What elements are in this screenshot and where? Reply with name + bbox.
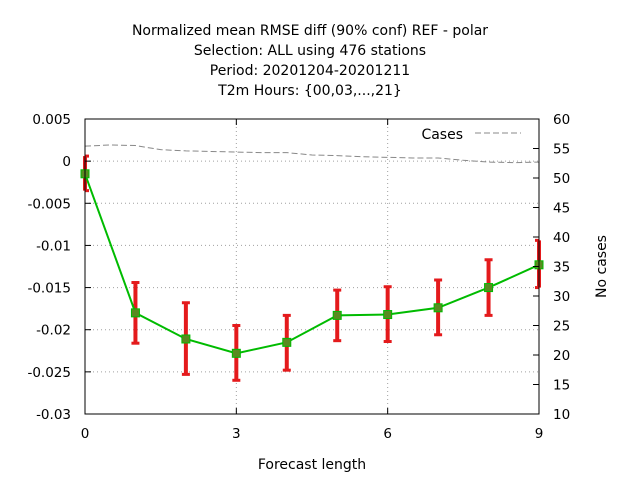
- y-tick-label-0: 0.005: [32, 112, 71, 128]
- y2-tick-label-2: 50: [553, 171, 570, 187]
- y-tick-label-6: -0.025: [27, 365, 71, 381]
- title-line-2: Selection: ALL using 476 stations: [194, 43, 426, 59]
- y2-tick-label-4: 40: [553, 230, 570, 246]
- y-tick-label-7: -0.03: [36, 407, 71, 423]
- y-tick-label-1: 0: [62, 154, 71, 170]
- series-line-0: [84, 173, 540, 355]
- data-point-2: [181, 334, 191, 344]
- y2-tick-label-7: 25: [553, 319, 570, 335]
- y2-axis-label: No cases: [594, 235, 610, 298]
- data-point-7: [433, 303, 443, 313]
- x-tick-label-0: 0: [81, 426, 90, 442]
- data-point-1: [130, 308, 140, 318]
- y2-tick-label-10: 10: [553, 407, 570, 423]
- y2-tick-label-8: 20: [553, 348, 570, 364]
- chart-title: Normalized mean RMSE diff (90% conf) REF…: [132, 23, 488, 99]
- y-tick-label-5: -0.02: [36, 323, 71, 339]
- y2-tick-label-6: 30: [553, 289, 570, 305]
- y-tick-label-3: -0.01: [36, 238, 71, 254]
- cases-series: [84, 144, 540, 164]
- y2-tick-label-0: 60: [553, 112, 570, 128]
- data-point-5: [332, 310, 342, 320]
- y-tick-label-2: -0.005: [27, 196, 71, 212]
- data-point-8: [484, 283, 494, 293]
- y-tick-label-4: -0.015: [27, 281, 71, 297]
- title-line-4: T2m Hours: {00,03,...,21}: [217, 83, 402, 99]
- x-tick-label-3: 9: [535, 426, 544, 442]
- title-line-1: Normalized mean RMSE diff (90% conf) REF…: [132, 23, 488, 39]
- y2-tick-label-1: 55: [553, 142, 570, 158]
- data-point-4: [282, 337, 292, 347]
- x-tick-label-2: 6: [383, 426, 392, 442]
- cases-line: [84, 144, 540, 164]
- y2-tick-label-9: 15: [553, 378, 570, 394]
- y2-tick-label-3: 45: [553, 201, 570, 217]
- x-axis-label: Forecast length: [258, 457, 366, 473]
- x-tick-label-1: 3: [232, 426, 241, 442]
- plot-frame: [84, 118, 540, 415]
- axis-ticks: 0 3 6 9 0.005 0 -0.005 -0.01 -0.015 -0.02 -0.025 -0…: [27, 112, 570, 442]
- legend-label-cases: Cases: [421, 127, 463, 143]
- legend: Cases: [421, 127, 521, 143]
- y2-tick-label-5: 35: [553, 260, 570, 276]
- grid-lines: [85, 119, 539, 414]
- title-line-3: Period: 20201204-20201211: [210, 63, 410, 79]
- data-point-6: [383, 310, 393, 320]
- rmse-series: [80, 154, 544, 382]
- data-point-3: [231, 348, 241, 358]
